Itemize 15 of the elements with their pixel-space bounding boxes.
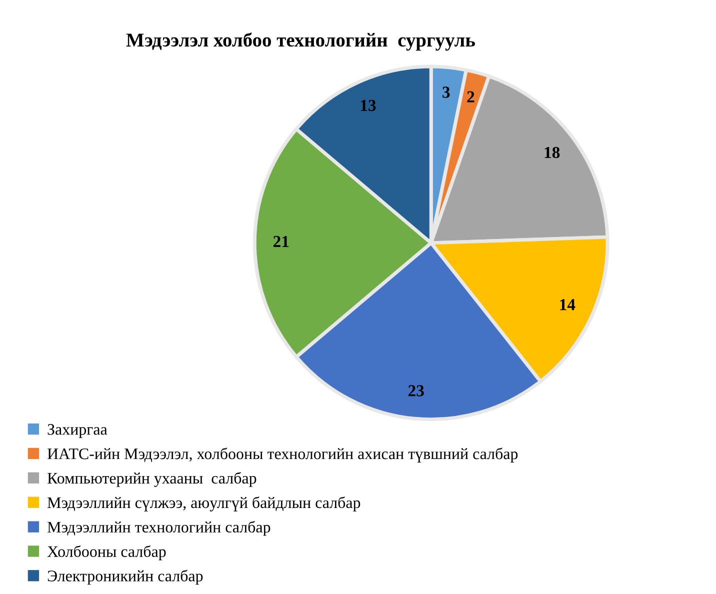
legend-label: Мэдээллийн технологийн салбар xyxy=(47,520,270,536)
data-label: 2 xyxy=(467,91,474,102)
data-label: 23 xyxy=(408,385,424,396)
legend-label: Холбооны салбар xyxy=(47,545,166,560)
data-label: 18 xyxy=(544,146,560,158)
legend-label: ИАТС-ийн Мэдээлэл, холбооны технологийн ахисан түвшний салбар xyxy=(47,448,518,462)
data-label: 14 xyxy=(560,299,576,310)
legend-label: Захиргаа xyxy=(48,424,108,438)
legend-label: Мэдээллийн сүлжээ, аюулгүй байдлын салбар xyxy=(47,496,360,512)
data-label: 21 xyxy=(273,236,289,247)
legend-label: Электроникийн салбар xyxy=(48,570,203,585)
chart-title: Мэдээлэл холбоо технологийн сургууль xyxy=(126,32,475,51)
legend-label: Компьютерийн ухааны салбар xyxy=(47,472,256,487)
data-label: 13 xyxy=(360,100,376,112)
data-label: 3 xyxy=(442,86,450,98)
